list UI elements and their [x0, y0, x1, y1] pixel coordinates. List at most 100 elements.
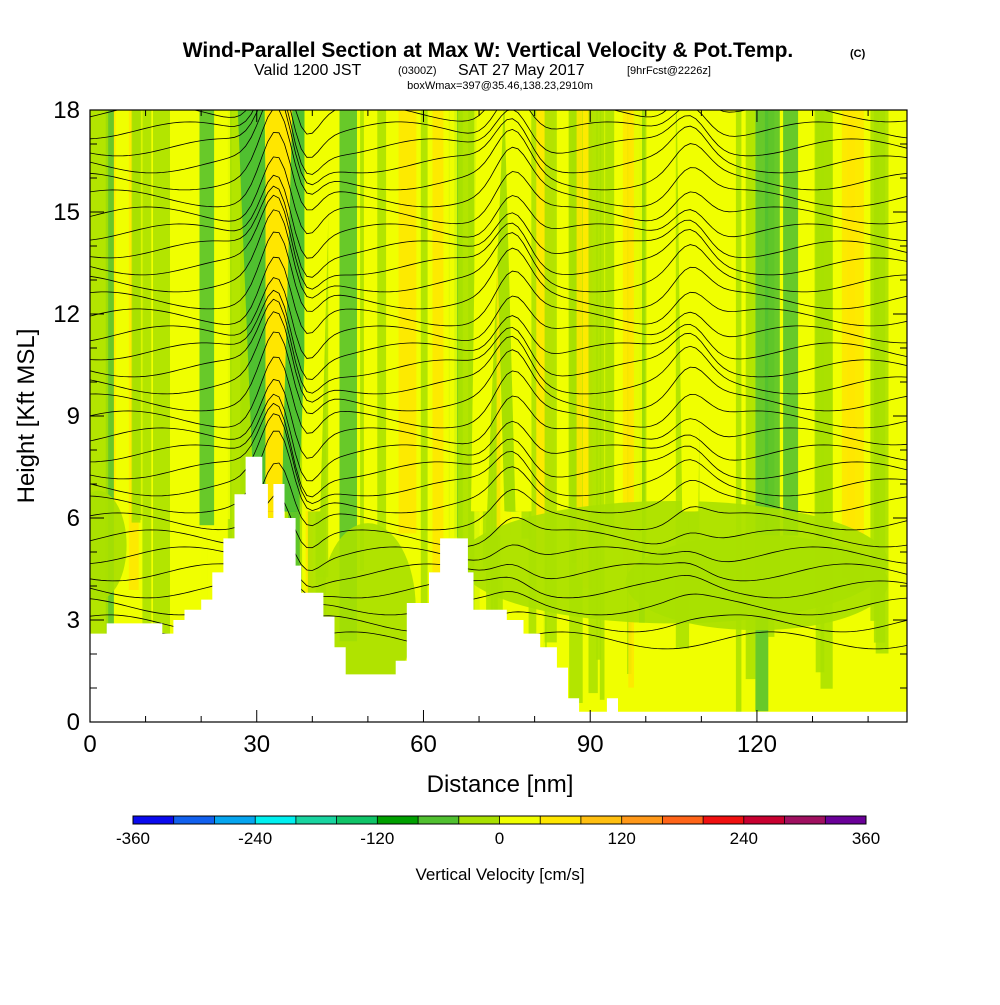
velocity-band	[582, 110, 593, 589]
colorbar-swatch	[133, 816, 174, 824]
velocity-band	[226, 110, 230, 520]
isentrope-line	[90, 185, 907, 278]
isentrope-line	[90, 132, 907, 211]
isentrope-line	[90, 110, 907, 195]
velocity-band	[783, 110, 799, 536]
colorbar-swatch	[418, 816, 460, 824]
velocity-band	[468, 110, 474, 659]
chart-title: Wind-Parallel Section at Max W: Vertical…	[183, 39, 794, 62]
colorbar-tick-label: -360	[116, 829, 150, 848]
axes: 0 30 60 90 120 0 3 6 9 12 15 18	[53, 97, 907, 758]
velocity-band	[105, 110, 114, 710]
x-tick-label: 90	[577, 731, 604, 758]
colorbar-label: Vertical Velocity [cm/s]	[415, 865, 584, 884]
velocity-band	[628, 110, 634, 688]
colorbar-swatch	[499, 816, 541, 824]
colorbar-tick-label: 360	[852, 829, 880, 848]
colorbar-swatch	[173, 816, 215, 824]
velocity-band	[377, 110, 387, 533]
colorbar-swatch	[377, 816, 419, 824]
x-tick-label: 60	[410, 731, 437, 758]
isentrope-line	[90, 256, 907, 334]
colorbar-tick-label: 240	[730, 829, 758, 848]
updraft-plume	[265, 110, 293, 512]
isentrope-line	[90, 311, 907, 403]
isentrope-line	[90, 393, 907, 482]
y-tick-label: 18	[53, 97, 80, 124]
velocity-band	[199, 110, 215, 526]
isentrope-line	[90, 277, 907, 359]
velocity-band	[576, 110, 583, 578]
x-axis-label: Distance [nm]	[427, 771, 574, 798]
updraft-plume	[504, 110, 532, 512]
velocity-band	[764, 110, 780, 615]
isentrope-line	[90, 194, 907, 290]
colorbar-swatch	[825, 816, 867, 824]
updraft-plume	[471, 110, 504, 512]
velocity-band	[420, 110, 428, 716]
velocity-band	[443, 110, 458, 544]
isentrope-line	[90, 156, 907, 235]
isentrope-line	[90, 402, 907, 498]
colorbar-swatch	[214, 816, 256, 824]
y-tick-label: 3	[67, 607, 80, 634]
valid-time: Valid 1200 JST	[254, 62, 362, 79]
colorbar-swatch	[703, 816, 745, 824]
colorbar-tick-label: 0	[495, 829, 504, 848]
isentrope-line	[90, 231, 907, 312]
isentrope-line	[90, 413, 907, 505]
y-tick-label: 9	[67, 403, 80, 430]
velocity-band	[630, 110, 642, 584]
colorbar-swatch	[336, 816, 378, 824]
velocity-band	[432, 110, 445, 665]
isentrope-line	[90, 93, 907, 109]
colorbar: -360 -240 -120 0 120 240 360	[116, 815, 880, 848]
colorbar-swatch	[784, 816, 826, 824]
velocity-band	[605, 110, 615, 529]
colorbar-swatch	[662, 816, 704, 824]
x-tick-label: 30	[243, 731, 270, 758]
colorbar-swatch	[743, 816, 785, 824]
y-tick-label: 12	[53, 301, 80, 328]
velocity-band	[596, 110, 602, 660]
colorbar-swatch	[580, 816, 622, 824]
downdraft-plume	[237, 110, 271, 512]
colorbar-swatch	[295, 816, 337, 824]
y-tick-label: 0	[67, 709, 80, 736]
isentrope-line	[90, 356, 907, 434]
isentrope-line	[90, 430, 907, 514]
colorbar-tick-label: -120	[360, 829, 394, 848]
y-tick-label: 15	[53, 199, 80, 226]
velocity-band	[493, 110, 498, 623]
velocity-band	[599, 110, 605, 700]
colorbar-swatch	[540, 816, 582, 824]
y-axis-label: Height [Kft MSL]	[13, 329, 40, 504]
updraft-plume	[676, 110, 704, 512]
velocity-band	[622, 110, 633, 563]
forecast-run: [9hrFcst@2226z]	[627, 65, 711, 77]
terrain-mask	[90, 456, 907, 722]
isentrope-line	[90, 110, 907, 135]
box-wmax: boxWmax=397@35.46,138.23,2910m	[407, 80, 593, 92]
colorbar-swatch	[255, 816, 297, 824]
velocity-band	[544, 110, 557, 643]
copyright-mark: (C)	[850, 48, 866, 60]
isentrope-line	[90, 110, 907, 158]
isentrope-line	[90, 331, 907, 415]
velocity-band	[153, 110, 170, 709]
valid-zulu: (0300Z)	[398, 65, 437, 77]
isentrope-line	[90, 462, 907, 531]
velocity-band	[339, 110, 357, 642]
velocity-band	[745, 110, 756, 680]
x-tick-label: 120	[737, 731, 777, 758]
velocity-band	[735, 110, 742, 722]
isentrope-line	[90, 379, 907, 459]
x-tick-label: 0	[83, 731, 96, 758]
velocity-band	[528, 110, 537, 675]
updraft-plume	[304, 110, 332, 512]
plot-area	[90, 93, 907, 722]
velocity-pool	[625, 535, 889, 631]
isentrope-line	[90, 298, 907, 394]
velocity-band	[360, 110, 364, 571]
